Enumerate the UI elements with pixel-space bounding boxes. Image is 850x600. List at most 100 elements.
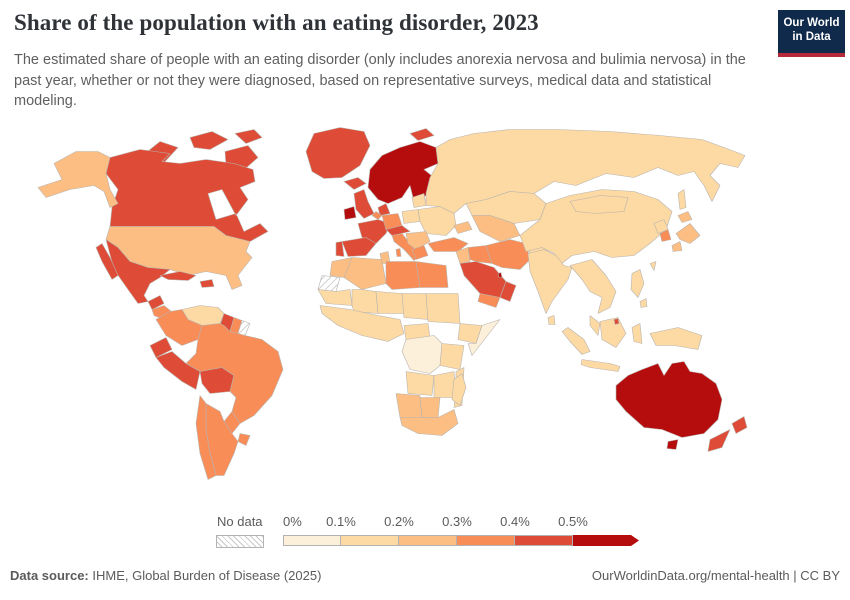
map-region-indochina[interactable] (569, 259, 617, 314)
map-region-uk[interactable] (353, 189, 375, 219)
map-region-turkey[interactable] (427, 237, 469, 252)
map-region-somalia[interactable] (467, 319, 501, 356)
map-region-alaska[interactable] (37, 151, 119, 208)
map-region-balkans[interactable] (405, 231, 431, 250)
map-region-taiwan[interactable] (649, 261, 657, 271)
map-region-saudi-arabia[interactable] (459, 261, 507, 298)
map-region-brunei[interactable] (613, 318, 620, 325)
map-region-mongolia[interactable] (569, 195, 629, 214)
map-region-chile[interactable] (195, 395, 217, 480)
map-region-libya[interactable] (385, 261, 421, 290)
map-region-yemen[interactable] (477, 293, 501, 308)
legend-tick-labels: 0% 0.1% 0.2% 0.3% 0.4% 0.5% (283, 514, 683, 530)
map-region-hispaniola[interactable] (199, 279, 215, 288)
legend-bin-3[interactable] (457, 535, 515, 546)
map-region-uruguay[interactable] (237, 433, 251, 446)
map-region-denmark[interactable] (377, 203, 391, 216)
map-region-madagascar[interactable] (451, 373, 467, 406)
map-region-western-sahara[interactable] (317, 275, 341, 292)
map-region-south-korea[interactable] (659, 229, 672, 242)
map-region-oman[interactable] (499, 281, 517, 302)
map-region-caucasus[interactable] (453, 221, 473, 234)
owid-logo[interactable]: Our World in Data (778, 10, 845, 57)
map-region-namibia[interactable] (395, 393, 423, 420)
map-region-mali[interactable] (351, 289, 379, 314)
map-region-sumatra[interactable] (561, 327, 591, 355)
legend-tick: 0.3% (442, 514, 472, 529)
legend-bin-1[interactable] (341, 535, 399, 546)
map-region-qatar[interactable] (497, 272, 503, 278)
map-region-sakhalin[interactable] (677, 189, 687, 210)
map-region-mauritania[interactable] (317, 289, 353, 306)
map-region-poland[interactable] (401, 209, 421, 224)
legend-bin-4[interactable] (515, 535, 573, 546)
legend-bin-0[interactable] (283, 535, 341, 546)
credit-link[interactable]: OurWorldinData.org/mental-health | CC BY (591, 568, 840, 583)
map-region-australia[interactable] (615, 361, 723, 438)
data-source-label: Data source: (10, 568, 89, 583)
map-region-borneo[interactable] (599, 317, 627, 348)
map-region-east-africa[interactable] (439, 343, 465, 370)
map-region-iraq[interactable] (467, 245, 493, 264)
map-region-scandinavia[interactable] (367, 141, 439, 204)
legend-no-data-label: No data (217, 514, 263, 529)
map-region-india[interactable] (527, 249, 573, 314)
map-region-south-africa[interactable] (399, 409, 459, 436)
world-choropleth-map (10, 122, 840, 500)
legend-no-data-swatch[interactable] (216, 535, 264, 548)
map-region-levant[interactable] (455, 247, 471, 264)
map-region-malay[interactable] (589, 315, 601, 336)
map-region-guatemala[interactable] (147, 295, 165, 310)
data-source: Data source: IHME, Global Burden of Dise… (10, 568, 321, 583)
legend-tick: 0.5% (558, 514, 588, 529)
map-region-niger[interactable] (375, 291, 405, 314)
legend-bin-5[interactable] (573, 535, 639, 546)
map-region-new-zealand[interactable] (707, 429, 731, 452)
map-region-dr-congo[interactable] (401, 335, 443, 374)
map-region-philippines[interactable] (639, 298, 648, 308)
map-region-canada[interactable] (189, 131, 229, 150)
map-region-iran[interactable] (485, 239, 531, 270)
map-region-tasmania[interactable] (666, 439, 679, 450)
map-region-botswana[interactable] (419, 397, 441, 418)
map-region-greece[interactable] (411, 245, 429, 260)
map-region-portugal[interactable] (335, 241, 345, 257)
map-region-ireland[interactable] (343, 206, 357, 220)
map-region-sudan[interactable] (425, 293, 461, 324)
map-region-japan[interactable] (675, 223, 701, 244)
map-region-philippines[interactable] (630, 269, 645, 298)
map-region-peru[interactable] (155, 351, 201, 390)
legend-tick: 0.2% (384, 514, 414, 529)
map-region-svalbard[interactable] (409, 128, 435, 141)
map-region-iceland[interactable] (343, 177, 367, 190)
map-region-greenland[interactable] (305, 127, 371, 179)
map-region-angola[interactable] (405, 371, 435, 396)
map-region-sardinia[interactable] (395, 248, 402, 257)
map-region-ecuador[interactable] (149, 337, 173, 358)
map-region-sri-lanka[interactable] (547, 315, 556, 325)
map-region-west-africa[interactable] (319, 305, 405, 342)
map-region-canada[interactable] (234, 129, 263, 144)
map-region-mexico[interactable] (95, 243, 119, 280)
map-region-java[interactable] (580, 359, 621, 372)
map-region-cuba[interactable] (159, 271, 197, 281)
map-region-brazil[interactable] (185, 323, 284, 424)
map-region-algeria[interactable] (343, 257, 387, 290)
legend-bin-2[interactable] (399, 535, 457, 546)
map-region-japan[interactable] (671, 241, 683, 252)
map-region-new-zealand[interactable] (731, 416, 748, 434)
map-region-spain[interactable] (341, 237, 377, 257)
map-region-mexico[interactable] (105, 239, 171, 304)
map-region-alps[interactable] (385, 225, 411, 236)
map-region-sulawesi[interactable] (631, 323, 643, 344)
map-region-new-guinea[interactable] (649, 327, 703, 350)
map-region-china[interactable] (519, 189, 673, 264)
map-region-egypt[interactable] (415, 261, 449, 288)
map-region-lowlands[interactable] (371, 211, 383, 220)
owid-logo-line2: in Data (792, 30, 831, 43)
map-region-japan[interactable] (677, 211, 693, 223)
page-subtitle: The estimated share of people with an ea… (14, 52, 746, 110)
legend-color-bar (283, 535, 639, 546)
map-region-chad[interactable] (401, 293, 429, 320)
